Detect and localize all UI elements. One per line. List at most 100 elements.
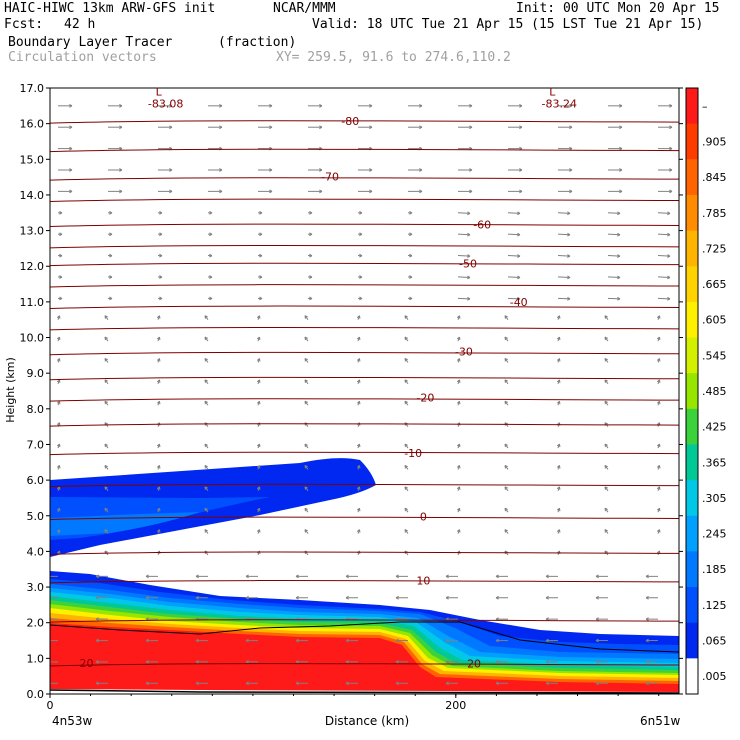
- y-tick-label: 1.0: [27, 652, 45, 665]
- vector-arrowhead: [204, 507, 208, 512]
- vector-arrowhead: [469, 103, 473, 108]
- temperature-contour: [50, 398, 679, 402]
- vector-arrowhead: [404, 400, 408, 405]
- vector-arrowhead: [569, 125, 573, 130]
- vector-arrowhead: [359, 275, 363, 279]
- low-marker: L: [549, 85, 556, 98]
- vector-arrowhead: [356, 465, 361, 469]
- vector-arrowhead: [656, 358, 661, 362]
- vector-arrowhead: [209, 210, 213, 215]
- colorbar-swatch: [686, 337, 698, 374]
- temperature-contour: [50, 580, 679, 584]
- vector-arrowhead: [256, 486, 261, 490]
- vector-arrowhead: [556, 379, 561, 383]
- contour-label: 20: [467, 658, 481, 671]
- vector-arrowhead: [469, 189, 473, 194]
- vector-arrowhead: [356, 379, 361, 383]
- vector-arrowhead: [245, 638, 249, 643]
- vector-arrowhead: [259, 296, 263, 301]
- vector-arrowhead: [656, 486, 661, 490]
- y-tick-label: 12.0: [20, 260, 45, 273]
- vector-arrowhead: [345, 660, 349, 664]
- vector-arrow: [607, 276, 621, 279]
- vector-arrowhead: [567, 254, 571, 258]
- temperature-contour: [50, 198, 679, 203]
- vector-arrowhead: [256, 443, 261, 448]
- colorbar-swatch: [686, 551, 698, 588]
- vector-arrowhead: [204, 336, 208, 341]
- vector-arrowhead: [46, 682, 49, 685]
- colorbar-label: .725: [702, 242, 727, 255]
- field-units: (fraction): [218, 35, 297, 50]
- vector-arrowhead: [395, 681, 399, 686]
- colorbar-swatch: [686, 658, 698, 695]
- vector-arrow: [457, 276, 471, 279]
- vector-arrowhead: [445, 574, 449, 579]
- vector-arrowhead: [404, 336, 408, 341]
- init-label: Init: 00 UTC Mon 20 Apr 15: [516, 1, 720, 16]
- y-tick-label: 3.0: [27, 581, 45, 594]
- vector-arrowhead: [395, 595, 399, 600]
- vector-arrowhead: [204, 443, 208, 448]
- vector-arrow: [607, 255, 621, 257]
- vector-arrowhead: [159, 253, 163, 258]
- vector-arrowhead: [209, 253, 213, 258]
- vector-arrow: [657, 276, 671, 279]
- contour-label: -50: [459, 257, 477, 270]
- colorbar: – .905 .845 .785 .725 .665 .605 .545 .485 .425 .36…: [685, 87, 727, 695]
- vector-arrowhead: [395, 638, 399, 643]
- vector-arrowhead: [517, 275, 521, 280]
- vector-arrowhead: [156, 400, 161, 405]
- vector-arrowhead: [619, 103, 623, 108]
- vector-arrowhead: [46, 639, 49, 642]
- vector-arrowhead: [617, 254, 621, 258]
- vector-arrowhead: [569, 168, 573, 172]
- vector-arrowhead: [656, 336, 661, 341]
- vector-arrowhead: [56, 400, 61, 405]
- vector-arrowhead: [404, 464, 408, 469]
- vector-arrowhead: [595, 681, 599, 686]
- colorbar-swatch: [686, 230, 698, 267]
- vector-arrowhead: [409, 232, 413, 237]
- vector-arrowhead: [309, 253, 313, 258]
- vector-arrowhead: [204, 400, 208, 405]
- surface-line: [50, 689, 679, 694]
- vector-arrowhead: [359, 253, 363, 258]
- vector-arrowhead: [59, 210, 63, 215]
- vector-arrowhead: [669, 189, 673, 194]
- vector-arrow: [557, 255, 571, 257]
- vector-arrowhead: [195, 681, 199, 686]
- colorbar-label: .905: [702, 135, 727, 148]
- vector-arrowhead: [145, 660, 149, 664]
- vector-arrowhead: [645, 638, 649, 643]
- vector-arrowhead: [195, 595, 199, 600]
- vector-arrowhead: [109, 210, 113, 215]
- vector-arrowhead: [504, 529, 508, 533]
- vector-arrowhead: [569, 103, 573, 108]
- vector-arrowhead: [104, 336, 108, 341]
- colorbar-label: –: [702, 100, 708, 113]
- colorbar-label: .365: [702, 456, 727, 469]
- vector-arrowhead: [119, 125, 123, 130]
- vector-arrowhead: [319, 168, 323, 172]
- vector-arrowhead: [156, 379, 161, 383]
- vector-arrowhead: [345, 595, 349, 600]
- vector-arrowhead: [295, 681, 299, 686]
- vector-arrowhead: [359, 296, 363, 301]
- vector-arrowhead: [269, 168, 273, 172]
- vector-arrowhead: [369, 168, 373, 172]
- x-tick-label: 0: [47, 699, 54, 712]
- vector-arrowhead: [156, 315, 161, 319]
- vector-arrowhead: [95, 617, 99, 622]
- vector-arrowhead: [69, 146, 73, 151]
- contour-labels: -80-70-60-50-40-30-20-100102020L-83.08L-…: [80, 85, 577, 670]
- temperature-contour: [50, 483, 679, 488]
- vector-arrowhead: [245, 574, 249, 579]
- vector-arrowhead: [319, 103, 323, 108]
- vector-arrow: [457, 255, 471, 257]
- vector-arrowhead: [256, 507, 261, 512]
- vector-arrowhead: [369, 103, 373, 108]
- vector-arrowhead: [56, 422, 61, 426]
- low-value-label: -83.08: [148, 97, 183, 110]
- vector-arrowhead: [204, 358, 208, 362]
